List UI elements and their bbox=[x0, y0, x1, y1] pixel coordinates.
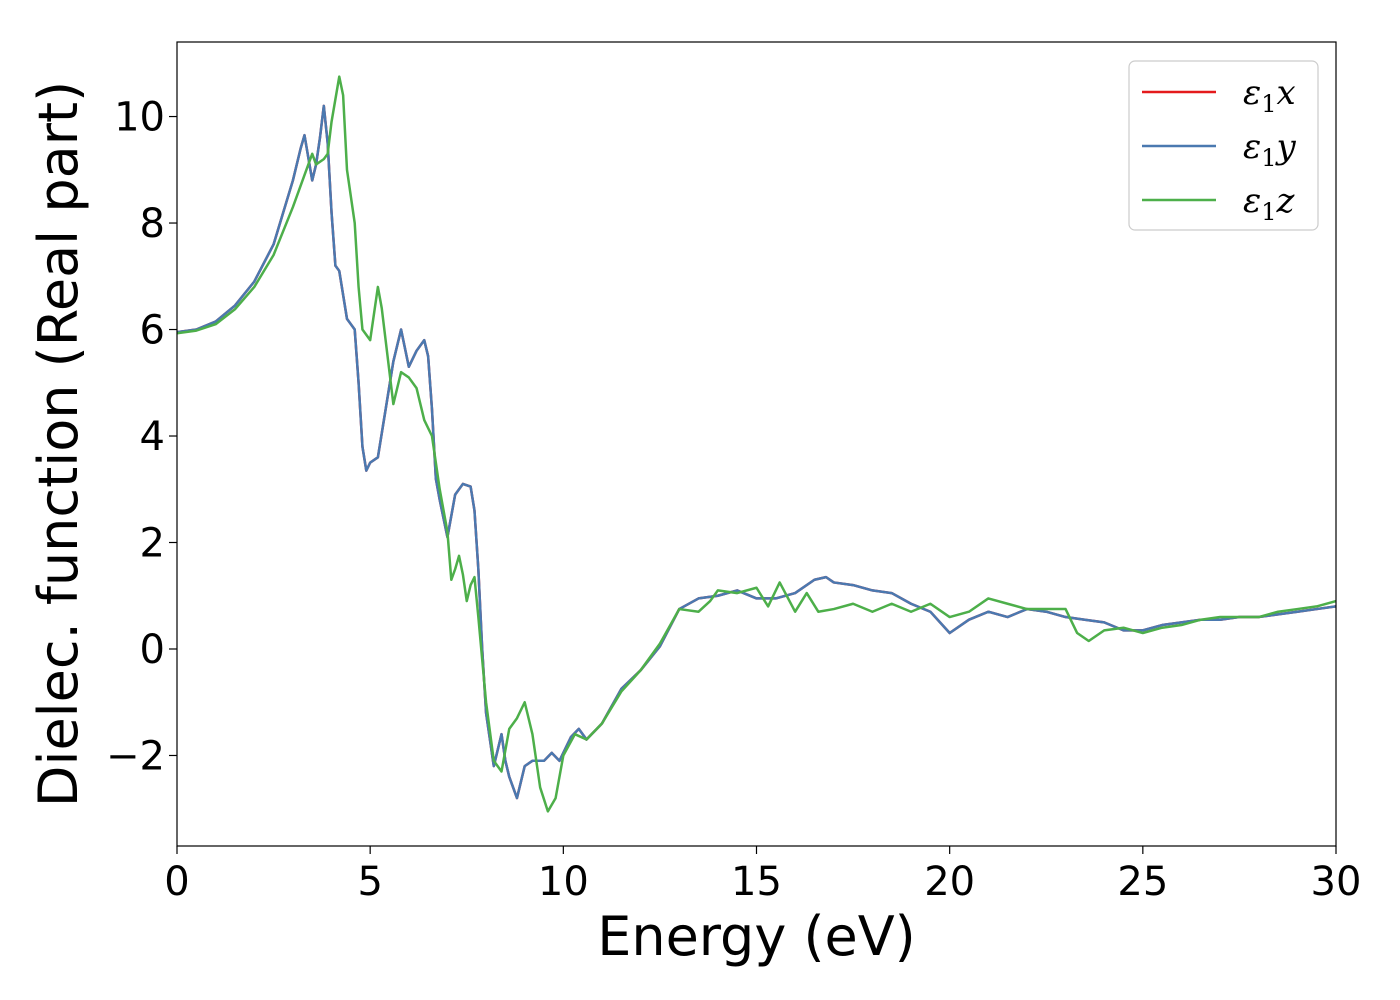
legend: ε1x ε1y ε1z bbox=[1128, 60, 1319, 231]
legend-label-y: ε1y bbox=[1243, 127, 1297, 172]
y-axis-title: Dielec. function (Real part) bbox=[27, 81, 90, 807]
x-tick-label: 5 bbox=[357, 859, 382, 905]
legend-box bbox=[1128, 60, 1319, 231]
y-tick-label: 0 bbox=[140, 627, 165, 673]
x-tick-label: 0 bbox=[164, 859, 189, 905]
y-tick-label: 6 bbox=[140, 308, 165, 354]
y-tick-label: −2 bbox=[106, 733, 165, 779]
y-tick-label: 2 bbox=[140, 521, 165, 567]
y-tick-label: 8 bbox=[140, 201, 165, 247]
series-line-z bbox=[177, 75, 1336, 813]
x-axis: 0 5 10 15 20 25 30 bbox=[164, 846, 1361, 905]
x-tick-label: 25 bbox=[1117, 859, 1168, 905]
x-tick-label: 10 bbox=[538, 859, 589, 905]
series-layer bbox=[177, 75, 1336, 813]
y-tick-label: 10 bbox=[114, 95, 165, 141]
y-axis: −2 0 2 4 6 8 10 bbox=[106, 95, 177, 779]
legend-label-x: ε1x bbox=[1243, 73, 1296, 118]
legend-label-z: ε1z bbox=[1243, 181, 1296, 226]
x-tick-label: 20 bbox=[924, 859, 975, 905]
y-tick-label: 4 bbox=[140, 414, 165, 460]
x-tick-label: 30 bbox=[1311, 859, 1362, 905]
x-axis-title: Energy (eV) bbox=[597, 905, 916, 968]
x-tick-label: 15 bbox=[731, 859, 782, 905]
